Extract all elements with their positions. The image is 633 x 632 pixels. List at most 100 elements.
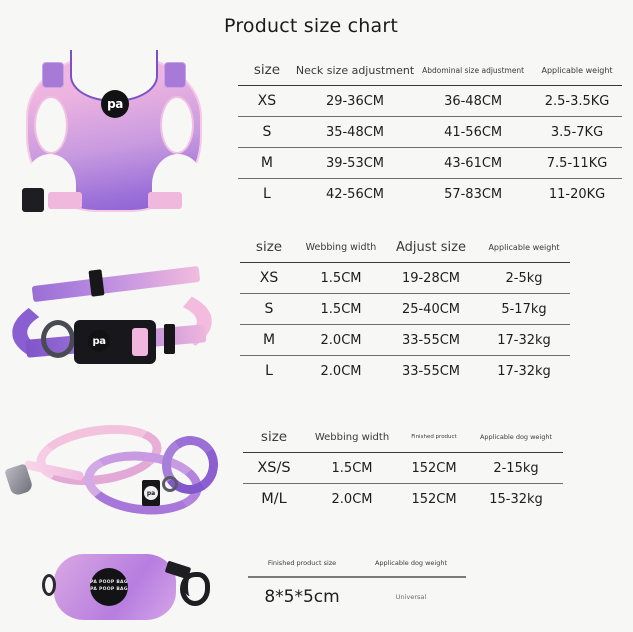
collar-slider-adjuster <box>88 269 105 297</box>
cell-neck: 35-48CM <box>295 116 415 148</box>
collar-buckle-tab <box>132 328 148 356</box>
size-table-leash: size Webbing width Finished product Appl… <box>243 425 563 514</box>
cell-webbing: 1.5CM <box>298 293 384 325</box>
column-header-applicable-weight: Applicable weight <box>488 242 560 252</box>
table-header-row: size Webbing width Finished product Appl… <box>243 425 563 453</box>
cell-webbing: 2.0CM <box>298 324 384 356</box>
cell-finished: 152CM <box>399 483 469 514</box>
cell-weight: 7.5-11KG <box>532 147 622 179</box>
cell-adjust: 19-28CM <box>384 262 478 294</box>
column-header-webbing-width: Webbing width <box>305 241 377 253</box>
column-header-neck-size: Neck size adjustment <box>295 63 415 77</box>
product-image-collar: pa <box>4 258 224 394</box>
cell-dog-weight: Universal <box>356 576 466 607</box>
cell-size: XS/S <box>243 452 305 484</box>
product-image-harness: pa <box>8 26 220 238</box>
dispenser-bag-outlet <box>42 574 56 596</box>
cell-weight: 11-20KG <box>532 178 622 209</box>
cell-abdomen: 43-61CM <box>414 147 533 179</box>
column-header-finished-product: Finished product <box>411 434 457 440</box>
cell-weight: 17-32kg <box>478 324 570 356</box>
table-header-row: size Neck size adjustment Abdominal size… <box>238 58 622 86</box>
collar-keeper-loop <box>164 324 175 354</box>
page-title: Product size chart <box>224 15 399 37</box>
cell-adjust: 25-40CM <box>384 293 478 325</box>
harness-armhole-right <box>160 96 194 154</box>
cell-weight: 2-5kg <box>478 262 570 294</box>
table-header-row: size Webbing width Adjust size Applicabl… <box>240 235 570 263</box>
cell-size: M <box>238 147 296 179</box>
cell-abdomen: 36-48CM <box>414 85 533 117</box>
table-row: S 35-48CM 41-56CM 3.5-7KG <box>238 116 622 148</box>
leash-o-ring <box>162 476 178 492</box>
harness-strap-bottom-right <box>148 192 182 209</box>
cell-weight: 17-32kg <box>478 355 570 386</box>
cell-size: M <box>240 324 298 356</box>
cell-size: S <box>238 116 296 148</box>
cell-neck: 29-36CM <box>295 85 415 117</box>
brand-logo-icon: PA POOP BAG PA POOP BAG <box>90 568 128 606</box>
carabiner-clip-gate <box>184 578 196 596</box>
cell-weight: 5-17kg <box>478 293 570 325</box>
product-image-column: pa pa pa <box>0 0 228 632</box>
cell-webbing: 1.5CM <box>298 262 384 294</box>
cell-neck: 39-53CM <box>295 147 415 179</box>
column-header-abdominal-size: Abdominal size adjustment <box>422 65 525 75</box>
column-header-finished-product-size: Finished product size <box>267 559 337 567</box>
cell-webbing: 2.0CM <box>298 355 384 386</box>
column-header-applicable-weight: Applicable weight <box>541 65 613 75</box>
cell-size: M/L <box>243 483 305 514</box>
table-row: M 2.0CM 33-55CM 17-32kg <box>240 324 570 356</box>
harness-strap-top-left <box>42 62 64 88</box>
column-header-size: size <box>260 429 288 445</box>
cell-webbing: 2.0CM <box>305 483 399 514</box>
table-row: L 42-56CM 57-83CM 11-20KG <box>238 178 622 209</box>
column-header-applicable-dog-weight: Applicable dog weight <box>479 433 553 441</box>
brand-logo-icon: pa <box>144 486 158 500</box>
table-row: M/L 2.0CM 152CM 15-32kg <box>243 483 563 514</box>
product-image-leash: pa <box>2 414 228 536</box>
cell-abdomen: 41-56CM <box>414 116 533 148</box>
harness-armhole-left <box>34 96 68 154</box>
table-row: L 2.0CM 33-55CM 17-32kg <box>240 355 570 386</box>
cell-finished-size: 8*5*5cm <box>248 576 356 607</box>
cell-adjust: 33-55CM <box>384 355 478 386</box>
collar-d-ring <box>41 320 75 358</box>
column-header-applicable-dog-weight: Applicable dog weight <box>374 559 448 567</box>
table-row: XS 29-36CM 36-48CM 2.5-3.5KG <box>238 85 622 117</box>
column-header-size: size <box>255 239 283 255</box>
dispenser-logo-text: PA POOP BAG PA POOP BAG <box>90 580 128 592</box>
table-header-row: Finished product size Applicable dog wei… <box>248 556 466 577</box>
harness-strap-bottom-left <box>48 192 82 209</box>
table-row: 8*5*5cm Universal <box>248 576 466 607</box>
cell-abdomen: 57-83CM <box>414 178 533 209</box>
table-row: XS/S 1.5CM 152CM 2-15kg <box>243 452 563 484</box>
harness-strap-top-right <box>164 62 186 88</box>
table-row: M 39-53CM 43-61CM 7.5-11KG <box>238 147 622 179</box>
cell-weight: 2.5-3.5KG <box>532 85 622 117</box>
size-table-harness: size Neck size adjustment Abdominal size… <box>238 58 622 209</box>
cell-weight: 2-15kg <box>469 452 563 484</box>
table-row: S 1.5CM 25-40CM 5-17kg <box>240 293 570 325</box>
column-header-adjust-size: Adjust size <box>396 239 466 255</box>
column-header-size: size <box>253 62 281 78</box>
cell-finished: 152CM <box>399 452 469 484</box>
table-row: XS 1.5CM 19-28CM 2-5kg <box>240 262 570 294</box>
cell-webbing: 1.5CM <box>305 452 399 484</box>
cell-weight: 3.5-7KG <box>532 116 622 148</box>
size-table-poop-bag-dispenser: Finished product size Applicable dog wei… <box>248 556 466 607</box>
cell-size: L <box>240 355 298 386</box>
cell-size: XS <box>238 85 296 117</box>
product-image-poop-bag-dispenser: PA POOP BAG PA POOP BAG <box>34 546 224 626</box>
cell-size: S <box>240 293 298 325</box>
carabiner-clip-icon <box>180 572 210 606</box>
cell-neck: 42-56CM <box>295 178 415 209</box>
cell-weight: 15-32kg <box>469 483 563 514</box>
cell-size: L <box>238 178 296 209</box>
size-table-collar: size Webbing width Adjust size Applicabl… <box>240 235 570 386</box>
cell-size: XS <box>240 262 298 294</box>
harness-buckle <box>22 188 44 212</box>
brand-logo-icon: pa <box>101 90 129 118</box>
cell-adjust: 33-55CM <box>384 324 478 356</box>
